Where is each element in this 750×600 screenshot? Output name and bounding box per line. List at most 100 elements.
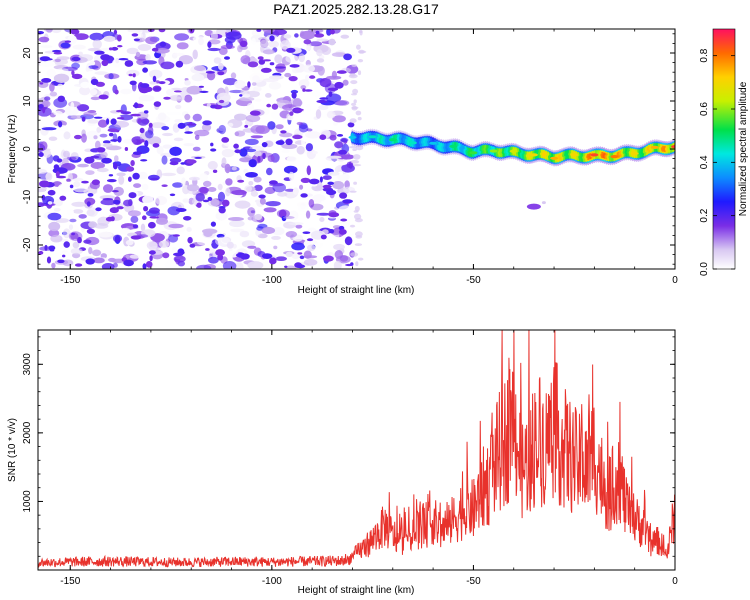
noise-speckle (123, 259, 134, 267)
noise-speckle (116, 34, 122, 42)
noise-speckle (357, 70, 362, 76)
noise-speckle (210, 142, 214, 147)
signal-peak (388, 138, 397, 142)
noise-speckle (169, 161, 179, 166)
noise-speckle (329, 64, 339, 70)
noise-speckle (259, 197, 266, 205)
noise-speckle (263, 207, 277, 213)
signal-peak (550, 156, 559, 160)
noise-speckle (127, 176, 132, 182)
x-tick-label: -150 (60, 275, 80, 286)
noise-speckle (261, 253, 273, 259)
noise-speckle (41, 78, 52, 83)
signal-peak (570, 153, 579, 157)
signal-peak (489, 149, 498, 153)
colorbar-ticks: 0.0 0.2 0.4 0.6 0.8 (699, 48, 735, 276)
noise-speckle (262, 29, 276, 33)
noise-speckle (130, 215, 139, 223)
noise-speckle (266, 167, 273, 176)
noise-speckle (72, 44, 86, 50)
signal-peak (368, 135, 377, 139)
noise-speckle (77, 236, 82, 244)
noise-speckle (350, 80, 358, 85)
signal-peak (509, 149, 518, 153)
noise-speckle (199, 186, 209, 194)
noise-speckle (127, 29, 144, 33)
noise-speckle (191, 73, 205, 82)
noise-speckle (202, 228, 218, 235)
noise-speckle (261, 142, 268, 148)
noise-speckle (137, 44, 152, 51)
signal-peak (408, 141, 417, 145)
noise-speckle (328, 229, 335, 234)
noise-speckle (116, 117, 125, 120)
noise-speckle (345, 263, 353, 267)
noise-speckle (83, 239, 92, 244)
noise-speckle (206, 102, 211, 108)
noise-speckle (143, 110, 149, 114)
noise-speckle (327, 155, 342, 159)
noise-speckle (196, 202, 202, 208)
noise-speckle (186, 123, 197, 126)
noise-speckle (245, 148, 257, 153)
signal-peak (671, 145, 675, 149)
noise-speckle (229, 220, 245, 228)
noise-speckle (305, 74, 310, 81)
snr-panel: -150 -100 -50 0 1000 2000 3000 Height of stra… (7, 329, 678, 596)
noise-speckle (108, 47, 113, 51)
noise-speckle (355, 235, 363, 239)
noise-speckle (207, 47, 221, 52)
noise-speckle (150, 122, 166, 129)
noise-speckle (340, 154, 355, 160)
noise-speckle (262, 152, 266, 160)
noise-speckle (305, 143, 313, 152)
noise-speckle (162, 144, 172, 149)
noise-speckle (351, 105, 358, 111)
noise-speckle (220, 44, 235, 50)
noise-speckle (92, 39, 102, 49)
noise-speckle (94, 223, 109, 229)
noise-speckle (286, 47, 296, 53)
noise-speckle (66, 156, 77, 161)
noise-speckle (244, 185, 252, 193)
noise-speckle (148, 207, 160, 214)
noise-speckle (302, 231, 311, 234)
colorbar-frame (712, 28, 736, 270)
noise-speckle (340, 34, 350, 39)
noise-speckle (132, 172, 140, 180)
noise-speckle (112, 190, 119, 193)
noise-speckle (192, 113, 202, 122)
noise-speckle (294, 33, 299, 38)
noise-speckle (202, 199, 210, 203)
noise-speckle (201, 123, 212, 132)
noise-speckle (130, 113, 142, 117)
noise-speckle (139, 127, 145, 134)
noise-speckle (254, 184, 263, 192)
noise-speckle (283, 34, 292, 39)
noise-speckle (114, 89, 119, 95)
noise-speckle (299, 184, 304, 190)
noise-speckle (243, 93, 251, 98)
noise-speckle (185, 125, 190, 133)
noise-speckle (326, 110, 336, 119)
noise-speckle (357, 59, 364, 63)
noise-speckle (292, 97, 302, 108)
noise-speckle (117, 45, 123, 48)
noise-speckle (57, 95, 65, 103)
noise-speckle (133, 183, 142, 189)
noise-speckle (247, 207, 256, 217)
noise-speckle (90, 96, 101, 101)
noise-speckle (252, 75, 260, 83)
noise-speckle (101, 157, 112, 164)
noise-speckle (182, 198, 190, 203)
noise-speckle (142, 263, 147, 269)
noise-speckle (346, 161, 354, 168)
noise-speckle (240, 55, 251, 65)
noise-speckle (275, 66, 286, 69)
noise-speckle (120, 227, 131, 233)
noise-speckle (208, 248, 216, 254)
noise-speckle (140, 139, 145, 143)
noise-speckle (152, 143, 160, 148)
noise-speckle (207, 41, 212, 48)
